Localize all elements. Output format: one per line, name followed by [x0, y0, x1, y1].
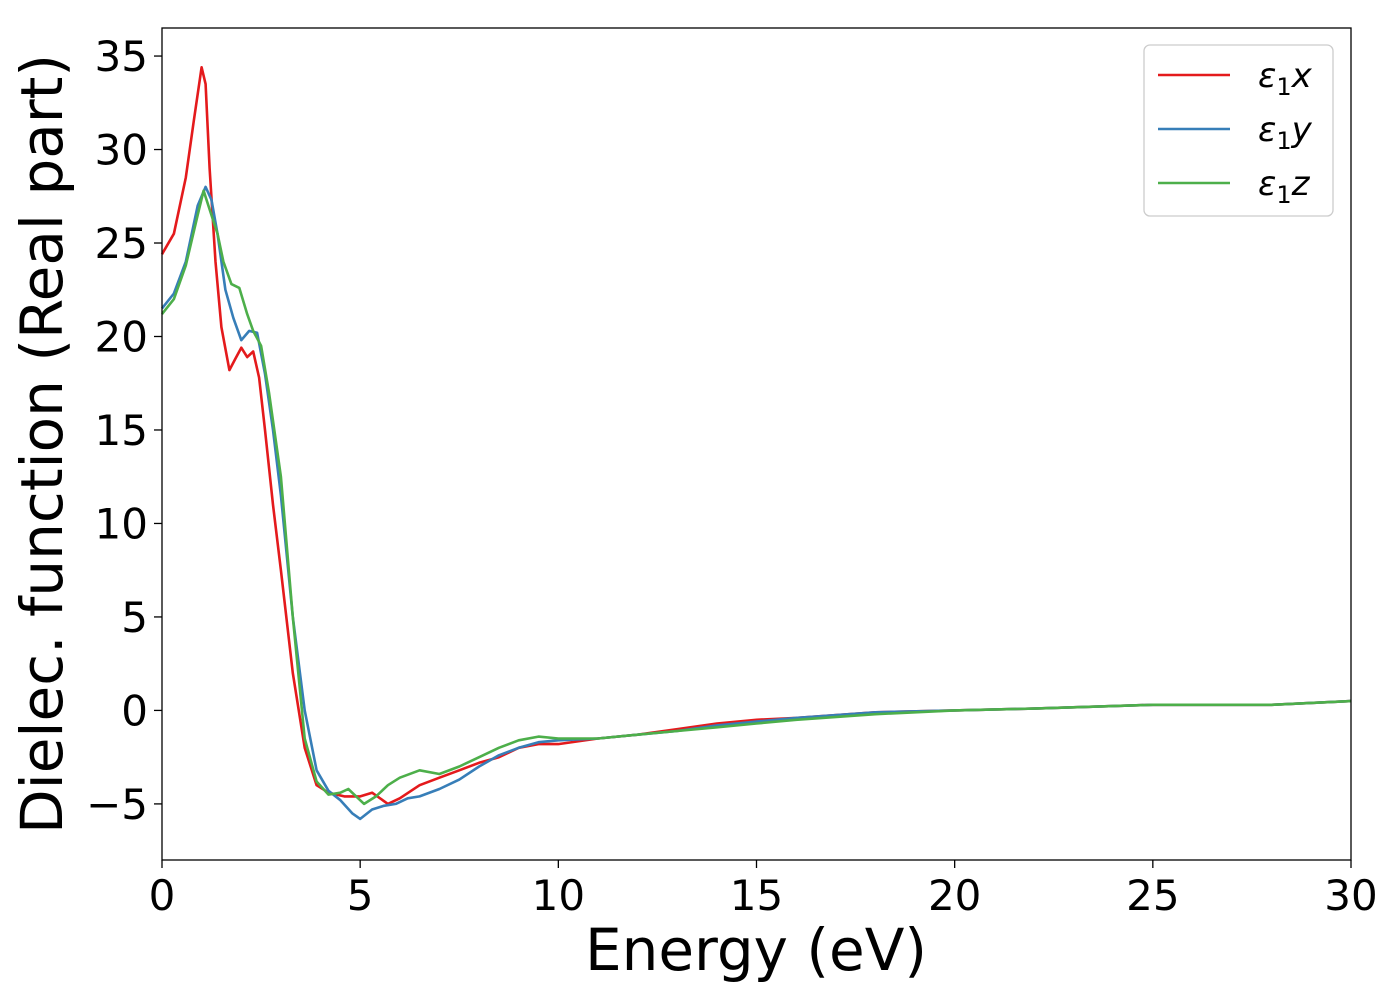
- y-tick-label: 0: [121, 686, 148, 735]
- series-line-y: [160, 185, 1352, 821]
- legend-subscript: 1: [1276, 181, 1291, 209]
- y-tick-label: 35: [95, 32, 148, 81]
- legend-symbol: ε: [1258, 110, 1276, 150]
- y-tick-label: −5: [86, 780, 148, 829]
- x-tick-label: 10: [532, 871, 585, 920]
- x-tick-label: 0: [149, 871, 176, 920]
- legend-subscript: 1: [1276, 127, 1291, 155]
- legend-symbol: ε: [1258, 56, 1276, 96]
- x-axis: 0 5 10 15 20 25 30: [149, 860, 1378, 920]
- y-axis-label: Dielec. function (Real part): [8, 54, 76, 834]
- legend-entry-y: ε1y: [1258, 110, 1313, 155]
- series-layer: [160, 66, 1352, 821]
- series-line-z: [160, 189, 1352, 806]
- y-axis: −5 0 5 10 15 20 25 30 35: [86, 32, 162, 829]
- y-tick-label: 25: [95, 219, 148, 268]
- series-line-x: [160, 66, 1352, 806]
- x-tick-label: 15: [730, 871, 783, 920]
- legend-subscript: 1: [1276, 73, 1291, 101]
- legend-symbol: ε: [1258, 164, 1276, 204]
- x-tick-label: 20: [928, 871, 981, 920]
- y-tick-label: 30: [95, 126, 148, 175]
- legend-variable: z: [1291, 164, 1311, 204]
- x-tick-label: 30: [1324, 871, 1377, 920]
- legend-variable: y: [1291, 110, 1313, 150]
- legend-entry-x: ε1x: [1258, 56, 1313, 101]
- legend-variable: x: [1291, 56, 1313, 96]
- x-axis-label: Energy (eV): [585, 916, 927, 984]
- legend-entry-z: ε1z: [1258, 164, 1311, 209]
- x-tick-label: 25: [1126, 871, 1179, 920]
- y-tick-label: 15: [95, 406, 148, 455]
- y-tick-label: 5: [121, 593, 148, 642]
- legend-frame: [1143, 44, 1334, 217]
- y-tick-label: 20: [95, 312, 148, 361]
- y-tick-label: 10: [95, 499, 148, 548]
- x-tick-label: 5: [347, 871, 374, 920]
